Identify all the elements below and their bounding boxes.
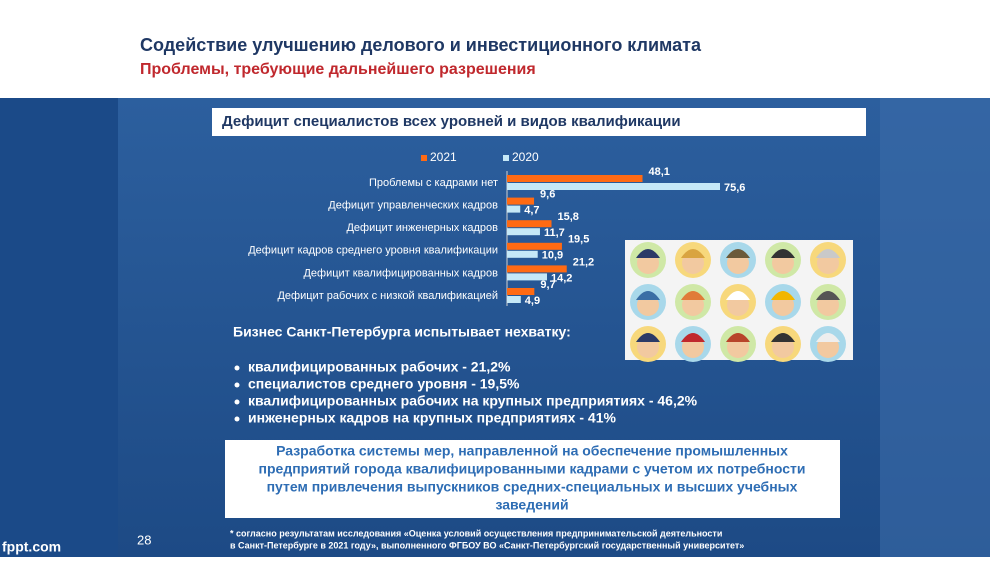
hat [771, 333, 795, 342]
value-label: 19,5 [568, 234, 589, 246]
bar [507, 228, 540, 236]
hat [726, 291, 750, 300]
bar [507, 250, 538, 258]
hat [636, 249, 660, 258]
chart: 2021 2020 Проблемы с кадрами нет 48,1 75,6 Де… [248, 150, 745, 307]
bullet [234, 399, 240, 405]
bullet [234, 365, 240, 371]
summary-item: квалифицированных рабочих - 21,2% [248, 359, 511, 375]
chart-title: Дефицит специалистов всех уровней и видо… [222, 113, 681, 130]
value-label: 21,2 [573, 256, 594, 268]
hat [681, 249, 705, 258]
category-label: Дефицит кадров среднего уровня квалифика… [248, 245, 498, 257]
bar [507, 273, 548, 281]
bullet [234, 416, 240, 422]
callout: Разработка системы мер, направленной на … [259, 443, 806, 513]
summary-item: квалифицированных рабочих на крупных пре… [248, 393, 698, 409]
bullet [234, 382, 240, 388]
footnote: * согласно результатам исследования «Оце… [230, 528, 744, 550]
value-label: 14,2 [551, 272, 572, 284]
summary-heading: Бизнес Санкт-Петербурга испытывает нехва… [233, 324, 571, 340]
value-label: 4,9 [525, 295, 540, 307]
callout-line: Разработка системы мер, направленной на … [276, 443, 788, 459]
category-label: Проблемы с кадрами нет [369, 177, 498, 189]
bar [507, 183, 720, 190]
value-label: 11,7 [544, 227, 565, 239]
hat [816, 291, 840, 300]
slide-subtitle: Проблемы, требующие дальнейшего разрешен… [140, 61, 536, 78]
bar [507, 242, 562, 250]
callout-line: заведений [495, 497, 568, 513]
value-label: 4,7 [524, 205, 539, 217]
bar [507, 288, 535, 295]
hat [816, 249, 840, 258]
legend-label: 2020 [512, 150, 539, 164]
callout-line: путем привлечения выпускников средних-сп… [267, 479, 798, 495]
value-label: 75,6 [724, 182, 745, 194]
people-image [625, 240, 853, 362]
hat [771, 249, 795, 258]
hat [636, 291, 660, 300]
value-label: 15,8 [558, 211, 579, 223]
page-number: 28 [137, 532, 151, 547]
hat [636, 333, 660, 342]
category-label: Дефицит управленческих кадров [328, 200, 498, 212]
left-strip [0, 98, 118, 557]
bar [507, 205, 521, 213]
footnote-line: в Санкт-Петербурге в 2021 году», выполне… [230, 540, 744, 550]
value-label: 48,1 [649, 166, 670, 178]
value-label: 9,7 [540, 279, 555, 291]
footnote-line: * согласно результатам исследования «Оце… [230, 528, 722, 538]
legend-label: 2021 [430, 150, 457, 164]
legend-swatch [421, 155, 427, 161]
hat [681, 333, 705, 342]
summary-item: инженерных кадров на крупных предприятия… [248, 410, 616, 426]
value-label: 9,6 [540, 189, 555, 201]
right-strip [880, 98, 990, 557]
bar [507, 296, 521, 303]
callout-box [225, 440, 840, 518]
hat [726, 249, 750, 258]
bar [507, 265, 567, 273]
hat [681, 291, 705, 300]
bar [507, 197, 535, 205]
summary-item: специалистов среднего уровня - 19,5% [248, 376, 520, 392]
category-label: Дефицит инженерных кадров [346, 222, 498, 234]
header-area [0, 0, 990, 100]
hat [771, 291, 795, 300]
category-label: Дефицит квалифицированных кадров [303, 267, 498, 279]
category-label: Дефицит рабочих с низкой квалификацией [277, 290, 498, 302]
bar [507, 220, 552, 228]
watermark: fppt.com [2, 539, 61, 555]
chart-title-box [212, 108, 866, 136]
hat [816, 333, 840, 342]
bar [507, 175, 643, 182]
slide-title: Содействие улучшению делового и инвестиц… [140, 35, 702, 55]
legend-swatch [503, 155, 509, 161]
hat [726, 333, 750, 342]
value-label: 10,9 [542, 250, 563, 262]
callout-line: предприятий города квалифицированными ка… [259, 461, 806, 477]
summary-list: квалифицированных рабочих - 21,2%специал… [234, 359, 698, 426]
